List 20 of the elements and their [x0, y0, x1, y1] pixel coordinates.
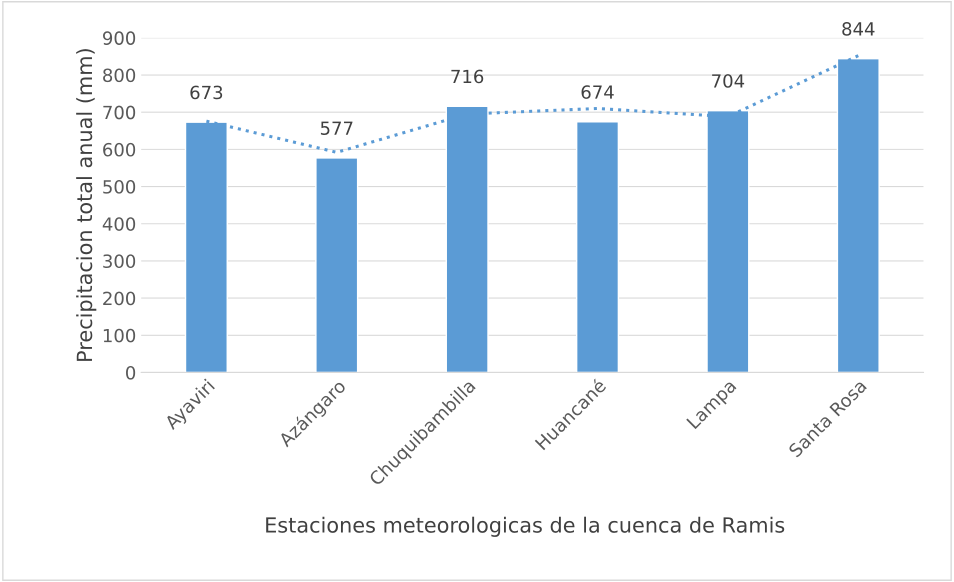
data-label: 704 [712, 74, 744, 88]
data-label: 716 [451, 70, 484, 84]
data-label: 673 [190, 86, 222, 100]
y-tick-label: 100 [104, 328, 136, 342]
data-label: 577 [320, 122, 352, 135]
data-label: 844 [842, 22, 874, 36]
y-tick-label: 700 [103, 106, 136, 120]
bar [315, 157, 358, 372]
y-tick-label: 0 [126, 366, 136, 380]
y-tick-label: 200 [103, 292, 136, 306]
data-label: 674 [582, 85, 614, 99]
y-axis-title: Precipitacion total anual (mm) [76, 49, 96, 361]
y-tick-label: 300 [103, 254, 136, 268]
y-tick-label: 400 [102, 217, 136, 231]
x-axis-title: Estaciones meteorologicas de la cuenca de Ramis [266, 516, 784, 537]
y-tick-label: 600 [103, 142, 136, 156]
bar [576, 121, 620, 372]
y-tick-label: 900 [103, 31, 136, 45]
y-tick-label: 800 [103, 68, 136, 82]
y-tick-label: 500 [103, 180, 136, 194]
